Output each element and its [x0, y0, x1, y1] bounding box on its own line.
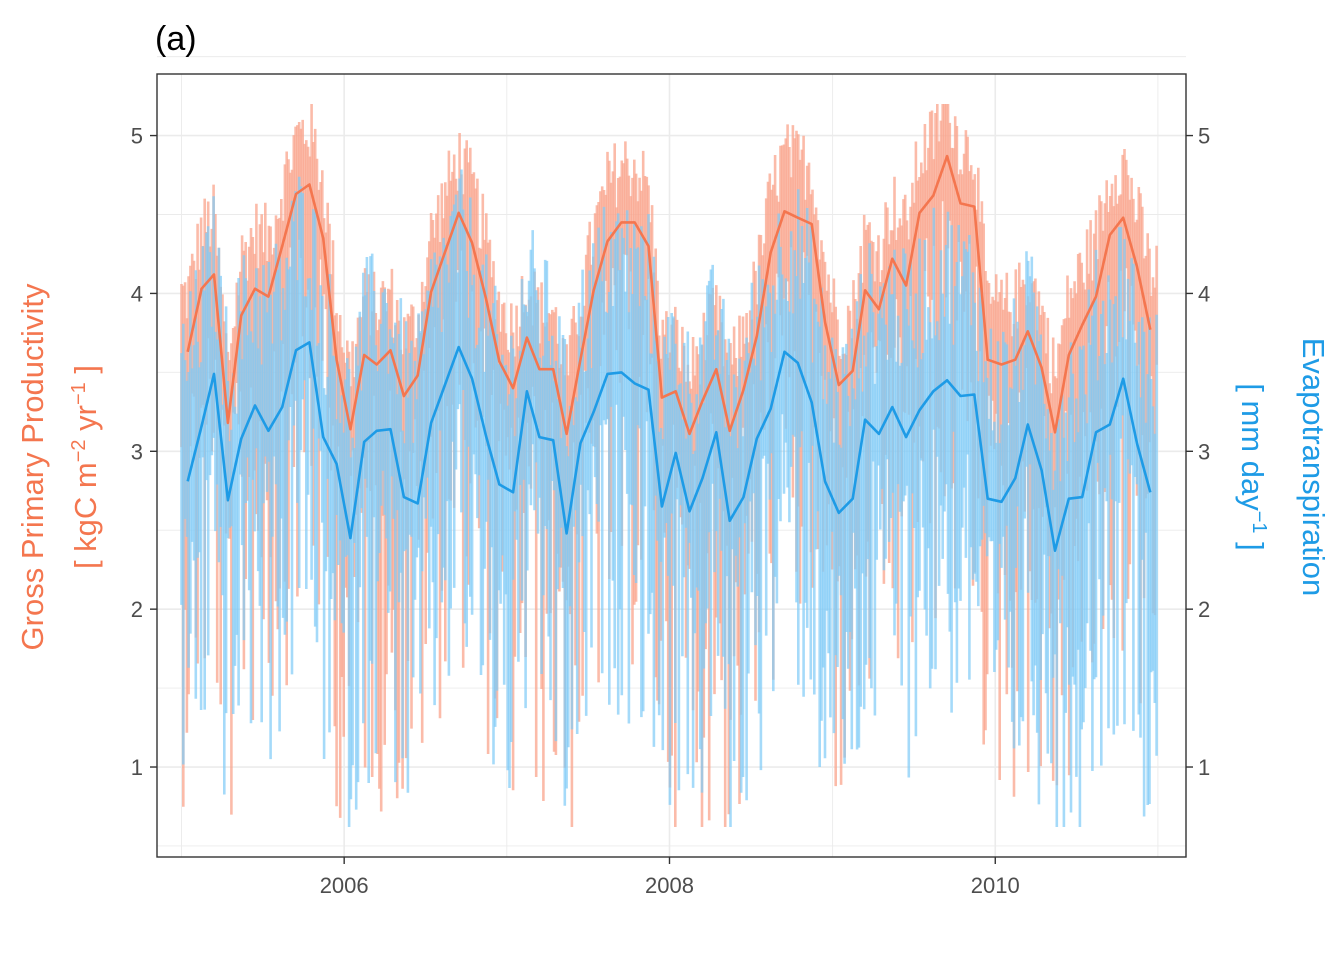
axes: 1 2 3 4 5 1 2 3 4 5 2006 2008 2010 [131, 124, 1211, 898]
left-units-mid: yr [68, 405, 103, 439]
et-daily-series [180, 169, 1158, 827]
gpp-monthly-line [186, 154, 1152, 436]
right-axis-units: [ mm day−1 ] [1235, 383, 1270, 551]
right-axis-units-text: [ mm day−1 ] [1235, 383, 1270, 551]
x-tick-label: 2010 [971, 873, 1020, 898]
right-axis-title-line1: Evapotranspiration [1296, 338, 1331, 597]
panel-label: (a) [155, 20, 197, 58]
right-axis-title: Evapotranspiration [1296, 338, 1331, 597]
left-units-exp2: −1 [68, 382, 90, 405]
y-left-tick-label: 3 [131, 439, 143, 464]
y-left-tick-label: 1 [131, 755, 143, 780]
monthly-series [186, 154, 1152, 553]
left-axis-units-text: [ kgC m−2 yr−1 ] [68, 365, 103, 569]
y-right-tick-label: 5 [1198, 124, 1210, 149]
right-units-prefix: [ mm day [1235, 383, 1270, 511]
y-right-tick-label: 2 [1198, 597, 1210, 622]
y-left-tick-label: 2 [131, 597, 143, 622]
left-axis-title-line1: Gross Primary Productivity [15, 283, 50, 650]
right-units-exp: −1 [1248, 511, 1270, 534]
et-monthly-line [186, 341, 1152, 553]
left-units-exp1: −2 [68, 439, 90, 462]
x-tick-label: 2008 [645, 873, 694, 898]
y-right-tick-label: 1 [1198, 755, 1210, 780]
left-axis-units: [ kgC m−2 yr−1 ] [68, 365, 103, 569]
right-units-suffix: ] [1235, 534, 1270, 551]
left-axis-title: Gross Primary Productivity [15, 283, 50, 650]
left-units-prefix: [ kgC m [68, 462, 103, 569]
y-right-tick-label: 4 [1198, 281, 1210, 306]
y-left-tick-label: 4 [131, 281, 143, 306]
y-left-tick-label: 5 [131, 124, 143, 149]
left-units-suffix: ] [68, 365, 103, 382]
x-tick-label: 2006 [320, 873, 369, 898]
plot-panel-border [156, 73, 1187, 858]
y-right-tick-label: 3 [1198, 439, 1210, 464]
